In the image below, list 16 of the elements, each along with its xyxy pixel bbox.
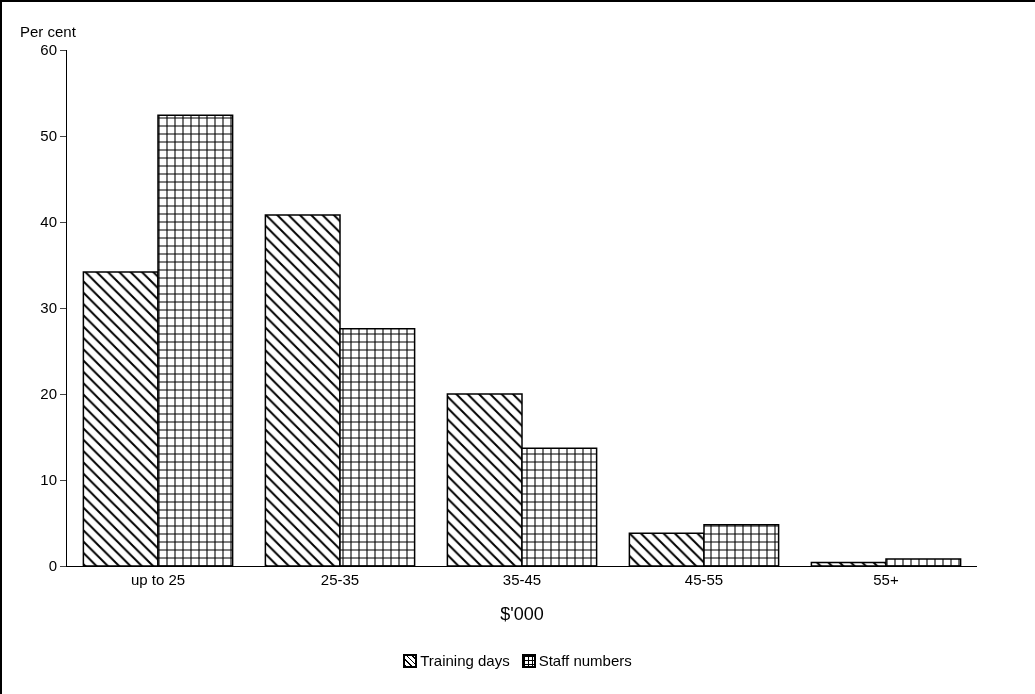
x-tick-label: 55+ xyxy=(873,571,899,588)
y-tick-label: 20 xyxy=(40,385,57,403)
legend-label: Training days xyxy=(420,652,510,669)
y-tick-label: 10 xyxy=(40,471,57,489)
x-axis-title: $'000 xyxy=(500,604,544,625)
y-axis-title: Per cent xyxy=(20,23,77,40)
y-tick-label: 50 xyxy=(40,127,57,145)
x-tick-label: 25-35 xyxy=(320,571,360,588)
y-tick-label: 40 xyxy=(40,213,57,231)
x-tick-label: 35-45 xyxy=(502,571,542,588)
y-tick-label: 0 xyxy=(48,557,57,575)
y-tick-label: 30 xyxy=(40,299,57,317)
legend-label: Staff numbers xyxy=(538,652,632,669)
y-tick-label: 60 xyxy=(40,41,57,59)
x-tick-label: 45-55 xyxy=(684,571,724,588)
x-tick-label: up to 25 xyxy=(130,571,186,588)
